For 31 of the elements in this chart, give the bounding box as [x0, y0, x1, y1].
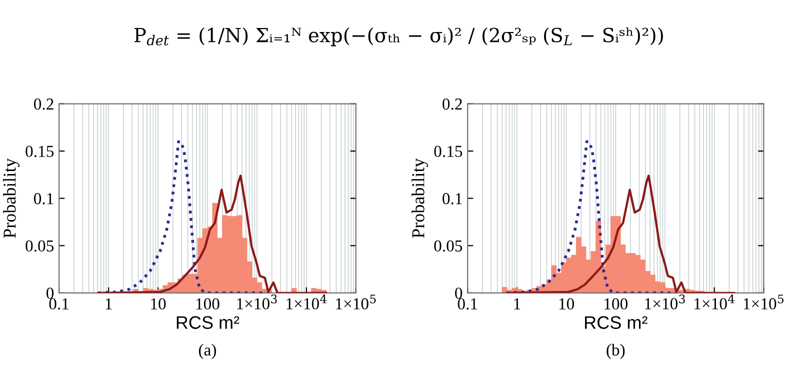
x-tick-label: 0.1: [49, 298, 68, 310]
y-tick-label: 0.15: [26, 146, 54, 158]
x-tick-label: 100: [196, 298, 220, 310]
x-tick-label: 1×10$^{4}$: [286, 294, 327, 310]
y-tick-label: 0.15: [434, 146, 462, 158]
text: (a): [198, 344, 216, 359]
x-tick-label: 1×10$^{4}$: [694, 294, 734, 310]
y-tick-label: 0.05: [26, 240, 54, 252]
y-tick-label: 0.2: [442, 98, 462, 110]
text: P$_{det}$ = (1/N) Σᵢ₌₁ᴺ exp(−(σₜₕ − σᵢ)² / (2σ²ₛₚ (S$_{L}$ − Sᵢˢʰ)²)): [134, 27, 663, 46]
x-tick-label: 0.1: [458, 298, 478, 310]
x-tick-label: 10: [559, 298, 574, 310]
x-axis-title: RCS m²: [176, 316, 240, 329]
y-tick-label: 0: [455, 288, 462, 299]
x-axis-title: RCS m²: [585, 316, 648, 329]
y-axis-title: Probability: [3, 158, 20, 238]
text: (b): [606, 344, 625, 359]
y-tick-label: 0.2: [34, 98, 54, 110]
x-tick-label: 1×10$^{5}$: [336, 294, 376, 310]
y-tick-label: 0: [46, 288, 54, 299]
x-tick-label: 10: [151, 298, 166, 310]
y-tick-label: 0.05: [434, 240, 462, 252]
x-tick-label: 1: [106, 298, 112, 310]
x-tick-label: 1: [514, 298, 520, 310]
y-axis-title: Probability: [412, 158, 428, 238]
y-tick-label: 0.1: [442, 193, 462, 204]
x-tick-label: 1×10$^{5}$: [744, 294, 784, 310]
y-tick-label: 0.1: [34, 193, 54, 204]
x-tick-label: 100: [604, 298, 628, 310]
x-tick-label: 1×10$^{3}$: [237, 294, 277, 310]
x-tick-label: 1×10$^{3}$: [645, 294, 685, 310]
